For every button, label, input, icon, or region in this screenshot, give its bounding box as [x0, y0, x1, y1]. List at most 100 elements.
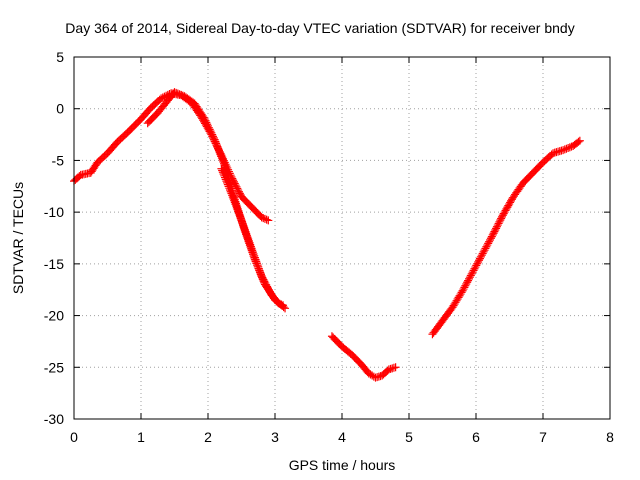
data-point: [448, 303, 457, 312]
data-point: [253, 261, 262, 270]
x-tick-label: 1: [137, 429, 145, 445]
data-point: [472, 261, 481, 270]
data-point: [244, 236, 253, 245]
data-point: [228, 191, 237, 200]
data-point: [238, 218, 247, 227]
data-point: [494, 219, 503, 228]
data-point: [212, 141, 221, 150]
data-point: [476, 252, 485, 261]
data-point: [245, 238, 254, 247]
data-point: [242, 229, 251, 238]
data-point: [256, 270, 265, 279]
data-point: [391, 363, 400, 372]
data-point: [488, 230, 497, 239]
data-point: [453, 295, 462, 304]
data-point: [466, 271, 475, 280]
data-point: [459, 285, 468, 294]
data-point: [206, 127, 215, 136]
data-point: [232, 202, 241, 211]
data-point: [207, 128, 216, 137]
data-point: [262, 215, 271, 224]
data-point: [246, 240, 255, 249]
data-point: [243, 233, 252, 242]
data-point: [261, 279, 270, 288]
data-point: [202, 118, 211, 127]
data-point: [480, 246, 489, 255]
data-point: [492, 222, 501, 231]
data-point: [215, 148, 224, 157]
x-tick-label: 8: [606, 429, 614, 445]
data-point: [213, 143, 222, 152]
data-point: [233, 205, 242, 214]
data-point: [565, 143, 574, 152]
data-point: [215, 146, 224, 155]
data-point: [486, 234, 495, 243]
data-point: [248, 246, 257, 255]
data-point: [461, 281, 470, 290]
data-point: [477, 251, 486, 260]
data-point: [489, 229, 498, 238]
series-4: [327, 332, 400, 382]
data-point: [452, 296, 461, 305]
x-tick-label: 3: [271, 429, 279, 445]
data-point: [226, 185, 235, 194]
data-point: [457, 288, 466, 297]
data-point: [224, 182, 233, 191]
data-point: [462, 279, 471, 288]
data-point: [250, 253, 259, 262]
data-point: [246, 242, 255, 251]
data-point: [254, 264, 263, 273]
data-point: [208, 130, 217, 139]
y-axis-label: SDTVAR / TECUs: [10, 181, 26, 295]
data-point: [485, 237, 494, 246]
data-point: [203, 120, 212, 129]
series-5: [428, 136, 584, 339]
data-point: [264, 285, 273, 294]
y-tick-label: -30: [44, 411, 64, 427]
data-point: [562, 144, 571, 153]
data-point: [456, 290, 465, 299]
data-point: [242, 231, 251, 240]
x-tick-label: 7: [539, 429, 547, 445]
data-points: [70, 88, 584, 382]
data-point: [260, 277, 269, 286]
data-point: [486, 235, 495, 244]
data-point: [173, 89, 182, 98]
data-point: [214, 144, 223, 153]
data-point: [469, 266, 478, 275]
data-point: [220, 171, 229, 180]
data-point: [170, 88, 179, 97]
data-point: [279, 301, 288, 310]
data-point: [217, 152, 226, 161]
data-point: [256, 268, 265, 277]
data-point: [258, 273, 267, 282]
data-point: [265, 287, 274, 296]
data-point: [230, 196, 239, 205]
data-point: [231, 200, 240, 209]
data-point: [490, 227, 499, 236]
data-point: [228, 193, 237, 202]
series-1: [70, 89, 273, 225]
y-tick-label: -25: [44, 359, 64, 375]
data-point: [260, 214, 269, 223]
data-point: [560, 145, 569, 154]
data-point: [216, 150, 225, 159]
data-point: [482, 242, 491, 251]
y-tick-label: -5: [52, 152, 65, 168]
data-point: [564, 144, 573, 153]
data-point: [236, 212, 245, 221]
data-point: [484, 239, 493, 248]
data-point: [235, 211, 244, 220]
x-axis-label: GPS time / hours: [288, 457, 396, 473]
data-point: [497, 214, 506, 223]
data-point: [495, 217, 504, 226]
data-point: [467, 269, 476, 278]
data-point: [199, 113, 208, 122]
data-point: [238, 220, 247, 229]
data-point: [235, 189, 244, 198]
data-point: [252, 257, 261, 266]
x-tick-label: 4: [338, 429, 346, 445]
data-point: [226, 187, 235, 196]
data-point: [464, 274, 473, 283]
data-point: [248, 248, 257, 257]
